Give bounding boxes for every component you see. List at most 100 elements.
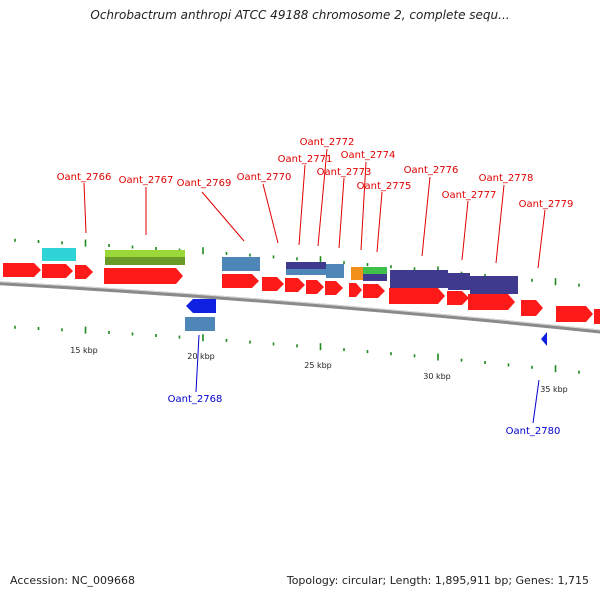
gene-label[interactable]: Oant_2770 xyxy=(237,172,292,183)
minor-tick xyxy=(108,244,110,247)
minor-tick xyxy=(155,334,157,337)
gene-arrow-reverse-small[interactable] xyxy=(541,332,547,346)
minor-tick xyxy=(225,251,228,255)
minor-tick xyxy=(413,267,416,271)
scale-label: 30 kbp xyxy=(423,372,451,381)
gene-label[interactable]: Oant_2774 xyxy=(341,150,396,161)
gene-feature-steel-below[interactable] xyxy=(185,317,215,331)
gene-arrow[interactable] xyxy=(222,274,259,288)
minor-tick xyxy=(296,344,298,348)
major-tick xyxy=(202,334,204,342)
scale-label: 15 kbp xyxy=(70,346,98,355)
gene-arrow[interactable] xyxy=(521,300,543,316)
gene-arrow[interactable] xyxy=(389,288,445,304)
minor-tick xyxy=(366,350,369,354)
minor-tick xyxy=(37,327,40,330)
minor-tick xyxy=(14,238,16,242)
gene-arrow[interactable] xyxy=(447,291,469,305)
minor-tick xyxy=(272,342,275,346)
leader-line xyxy=(195,334,200,393)
major-tick xyxy=(84,326,87,334)
gene-arrow[interactable] xyxy=(3,263,41,277)
minor-tick xyxy=(155,247,157,250)
scale-label: 25 kbp xyxy=(304,361,332,370)
leader-line xyxy=(298,164,306,246)
gene-arrow-reverse-blue[interactable] xyxy=(186,299,216,313)
gene-feature-cyan[interactable] xyxy=(42,248,76,261)
minor-tick xyxy=(61,241,63,245)
topology-summary-text: Topology: circular; Length: 1,895,911 bp… xyxy=(286,574,589,587)
gene-arrow[interactable] xyxy=(349,283,362,297)
gene-arrow[interactable] xyxy=(42,264,73,278)
minor-tick xyxy=(343,261,345,265)
minor-tick xyxy=(249,340,251,344)
gene-label-group: Oant_2766 Oant_2767 Oant_2769 Oant_2770 … xyxy=(57,137,574,437)
minor-tick xyxy=(178,335,181,339)
gene-feature-steel-c[interactable] xyxy=(326,264,344,278)
scale-label-group: 15 kbp 20 kbp 25 kbp 30 kbp 35 kbp xyxy=(70,346,568,394)
gene-label[interactable]: Oant_2775 xyxy=(357,181,412,192)
gene-arrow[interactable] xyxy=(285,278,305,292)
gene-arrow[interactable] xyxy=(468,294,515,310)
gene-label[interactable]: Oant_2777 xyxy=(442,190,497,201)
gene-label[interactable]: Oant_2779 xyxy=(519,199,574,210)
gene-arrow[interactable] xyxy=(556,306,593,322)
gene-arrow[interactable] xyxy=(75,265,93,279)
gene-feature-indigo-d[interactable] xyxy=(448,273,470,290)
leader-line xyxy=(83,182,87,234)
minor-tick xyxy=(37,240,40,243)
gene-label[interactable]: Oant_2772 xyxy=(300,137,355,148)
leader-line xyxy=(201,191,245,242)
label-leader-lines xyxy=(83,148,546,424)
gene-arrow[interactable] xyxy=(325,281,343,295)
gene-label[interactable]: Oant_2768 xyxy=(168,394,223,405)
gene-feature-green[interactable] xyxy=(363,267,387,274)
gene-label[interactable]: Oant_2771 xyxy=(278,154,333,165)
leader-line xyxy=(317,148,328,247)
minor-tick xyxy=(578,370,580,374)
minor-tick xyxy=(531,365,533,369)
leader-line xyxy=(421,176,431,257)
gene-arrow[interactable] xyxy=(104,268,183,284)
gene-label[interactable]: Oant_2778 xyxy=(479,173,534,184)
minor-tick xyxy=(249,253,251,257)
gene-feature-lime[interactable] xyxy=(105,250,185,257)
gene-label[interactable]: Oant_2767 xyxy=(119,175,174,186)
gene-label[interactable]: Oant_2780 xyxy=(506,426,561,437)
accession-text: Accession: NC_009668 xyxy=(10,574,136,587)
minor-tick xyxy=(413,354,416,358)
gene-arrow[interactable] xyxy=(306,280,324,294)
leader-line xyxy=(495,184,505,264)
minor-tick xyxy=(390,265,392,269)
leader-line xyxy=(532,379,540,424)
gene-label[interactable]: Oant_2769 xyxy=(177,178,232,189)
minor-tick xyxy=(484,361,486,364)
gene-label[interactable]: Oant_2773 xyxy=(317,167,372,178)
gene-feature-steel-b[interactable] xyxy=(286,269,326,275)
gene-feature-steel[interactable] xyxy=(222,257,260,271)
lower-tick-row xyxy=(14,325,580,374)
minor-tick xyxy=(460,358,463,362)
gene-arrow[interactable] xyxy=(363,284,385,298)
gene-feature-indigo-b[interactable] xyxy=(363,274,387,281)
gene-feature-indigo-a[interactable] xyxy=(286,262,326,269)
gene-feature-olive[interactable] xyxy=(105,257,185,265)
leader-line xyxy=(376,191,383,253)
gene-arrow[interactable] xyxy=(594,309,600,324)
minor-tick xyxy=(390,352,392,356)
gene-feature-orange[interactable] xyxy=(351,267,363,280)
gene-label[interactable]: Oant_2766 xyxy=(57,172,112,183)
minor-tick xyxy=(225,338,228,342)
gene-arrow[interactable] xyxy=(262,277,284,291)
leader-line xyxy=(537,209,546,269)
minor-tick xyxy=(61,328,63,332)
major-tick xyxy=(554,365,557,373)
major-tick xyxy=(84,239,87,247)
leader-line xyxy=(360,161,367,251)
map-title: Ochrobactrum anthropi ATCC 49188 chromos… xyxy=(90,8,510,22)
minor-tick xyxy=(578,283,580,287)
gene-feature-indigo-c[interactable] xyxy=(390,270,448,288)
minor-tick xyxy=(131,245,134,249)
gene-feature-indigo-e[interactable] xyxy=(470,276,518,294)
gene-label[interactable]: Oant_2776 xyxy=(404,165,459,176)
